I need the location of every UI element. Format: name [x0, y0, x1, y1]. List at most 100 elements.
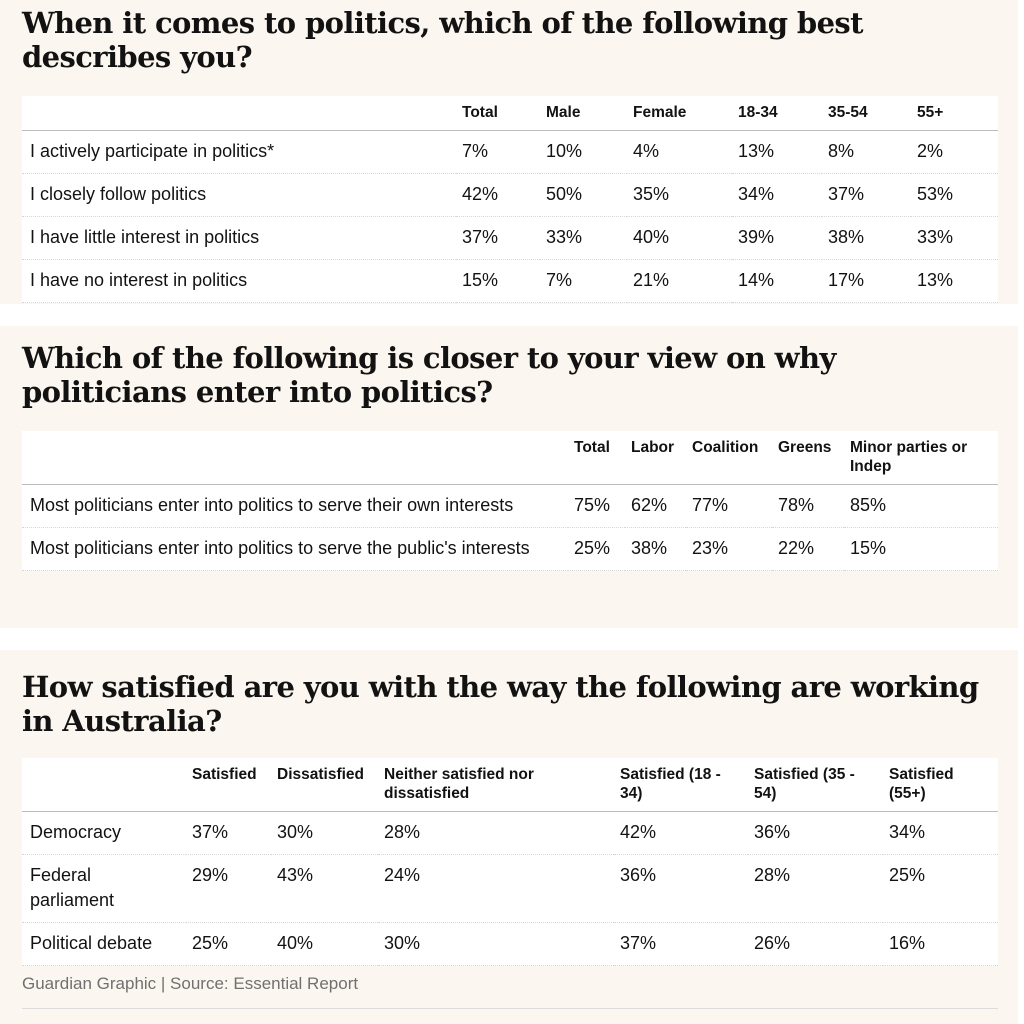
- section-1-table: Total Male Female 18-34 35-54 55+ I acti…: [22, 96, 998, 303]
- table-cell: 7%: [456, 130, 540, 174]
- table-cell: 25%: [186, 922, 271, 966]
- column-header: Satisfied (55+): [883, 758, 998, 812]
- column-header: Minor parties or Indep: [844, 431, 998, 485]
- column-header: 35-54: [822, 96, 911, 131]
- table-cell: 40%: [271, 922, 378, 966]
- table-cell: 35%: [627, 173, 732, 217]
- table-cell: 37%: [822, 173, 911, 217]
- table-cell: 39%: [732, 216, 822, 260]
- column-header: [22, 96, 456, 131]
- table-cell: 28%: [748, 854, 883, 923]
- column-header: 55+: [911, 96, 998, 131]
- row-label: I actively participate in politics*: [22, 130, 456, 174]
- table-header-row: Total Male Female 18-34 35-54 55+: [22, 96, 998, 131]
- column-header: Total: [456, 96, 540, 131]
- table-cell: 17%: [822, 259, 911, 303]
- table-cell: 14%: [732, 259, 822, 303]
- row-label: I have little interest in politics: [22, 216, 456, 260]
- table-cell: 38%: [625, 527, 686, 571]
- row-label: Most politicians enter into politics to …: [22, 484, 568, 528]
- column-header: 18-34: [732, 96, 822, 131]
- table-cell: 38%: [822, 216, 911, 260]
- column-header: Dissatisfied: [271, 758, 378, 812]
- table-cell: 42%: [456, 173, 540, 217]
- table-row: I have no interest in politics 15% 7% 21…: [22, 259, 998, 303]
- table-cell: 53%: [911, 173, 998, 217]
- row-label: I have no interest in politics: [22, 259, 456, 303]
- table-cell: 28%: [378, 811, 614, 855]
- table-cell: 24%: [378, 854, 614, 923]
- divider: [22, 1008, 998, 1009]
- table-cell: 25%: [568, 527, 625, 571]
- table-cell: 62%: [625, 484, 686, 528]
- table-cell: 33%: [540, 216, 627, 260]
- table-cell: 15%: [456, 259, 540, 303]
- section-3-title: How satisfied are you with the way the f…: [22, 670, 979, 738]
- table-row: Democracy 37% 30% 28% 42% 36% 34%: [22, 811, 998, 855]
- table-cell: 34%: [883, 811, 998, 855]
- table-cell: 30%: [378, 922, 614, 966]
- section-3-table: Satisfied Dissatisfied Neither satisfied…: [22, 758, 998, 966]
- table-cell: 21%: [627, 259, 732, 303]
- table-cell: 13%: [911, 259, 998, 303]
- source-credit: Guardian Graphic | Source: Essential Rep…: [22, 974, 359, 993]
- table-row: I actively participate in politics* 7% 1…: [22, 130, 998, 174]
- table-cell: 37%: [456, 216, 540, 260]
- table-cell: 43%: [271, 854, 378, 923]
- column-header: Total: [568, 431, 625, 485]
- table-cell: 23%: [686, 527, 772, 571]
- table-cell: 22%: [772, 527, 844, 571]
- section-2-table: Total Labor Coalition Greens Minor parti…: [22, 431, 998, 571]
- section-2-title: Which of the following is closer to your…: [22, 341, 836, 409]
- column-header: Satisfied (35 - 54): [748, 758, 883, 812]
- column-header: Coalition: [686, 431, 772, 485]
- row-label: Most politicians enter into politics to …: [22, 527, 568, 571]
- table-cell: 37%: [614, 922, 748, 966]
- table-cell: 29%: [186, 854, 271, 923]
- column-header: Female: [627, 96, 732, 131]
- column-header: Male: [540, 96, 627, 131]
- column-header: Satisfied (18 - 34): [614, 758, 748, 812]
- table-row: Most politicians enter into politics to …: [22, 484, 998, 528]
- table-cell: 10%: [540, 130, 627, 174]
- table-cell: 75%: [568, 484, 625, 528]
- table-row: Most politicians enter into politics to …: [22, 527, 998, 571]
- column-header: [22, 758, 186, 812]
- table-header-row: Total Labor Coalition Greens Minor parti…: [22, 431, 998, 485]
- table-cell: 2%: [911, 130, 998, 174]
- table-cell: 78%: [772, 484, 844, 528]
- table-cell: 50%: [540, 173, 627, 217]
- table-cell: 7%: [540, 259, 627, 303]
- table-cell: 13%: [732, 130, 822, 174]
- column-header: Satisfied: [186, 758, 271, 812]
- table-cell: 85%: [844, 484, 998, 528]
- table-cell: 8%: [822, 130, 911, 174]
- table-cell: 34%: [732, 173, 822, 217]
- table-cell: 77%: [686, 484, 772, 528]
- table-row: I closely follow politics 42% 50% 35% 34…: [22, 173, 998, 217]
- table-cell: 42%: [614, 811, 748, 855]
- table-row: Federal parliament 29% 43% 24% 36% 28% 2…: [22, 854, 998, 923]
- table-cell: 25%: [883, 854, 998, 923]
- table-cell: 16%: [883, 922, 998, 966]
- table-cell: 30%: [271, 811, 378, 855]
- table-header-row: Satisfied Dissatisfied Neither satisfied…: [22, 758, 998, 812]
- column-header: Labor: [625, 431, 686, 485]
- row-label: Democracy: [22, 811, 186, 855]
- table-row: I have little interest in politics 37% 3…: [22, 216, 998, 260]
- row-label: I closely follow politics: [22, 173, 456, 217]
- table-cell: 4%: [627, 130, 732, 174]
- table-cell: 36%: [614, 854, 748, 923]
- table-row: Political debate 25% 40% 30% 37% 26% 16%: [22, 922, 998, 966]
- table-cell: 40%: [627, 216, 732, 260]
- table-cell: 33%: [911, 216, 998, 260]
- column-header: [22, 431, 568, 485]
- row-label: Federal parliament: [22, 854, 186, 923]
- table-cell: 36%: [748, 811, 883, 855]
- table-cell: 15%: [844, 527, 998, 571]
- column-header: Neither satisfied nor dissatisfied: [378, 758, 614, 812]
- table-cell: 26%: [748, 922, 883, 966]
- column-header: Greens: [772, 431, 844, 485]
- table-cell: 37%: [186, 811, 271, 855]
- row-label: Political debate: [22, 922, 186, 966]
